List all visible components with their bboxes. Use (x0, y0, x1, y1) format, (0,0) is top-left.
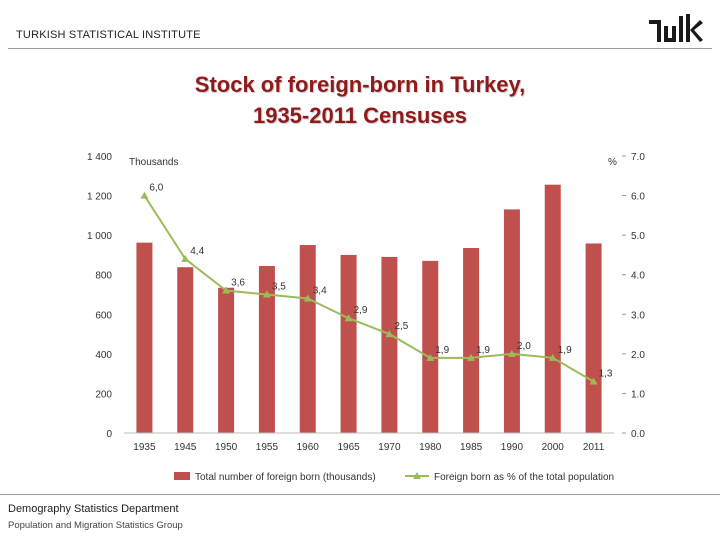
bar (422, 260, 439, 433)
y-right-tick-label: 2.0 (631, 350, 645, 361)
y-right-tick-label: 1.0 (631, 389, 645, 400)
group-name: Population and Migration Statistics Grou… (8, 520, 183, 531)
chart-area: 0 200 400 600 800 1 000 1 200 1 400 0.0 1.0 2.0 3.0… (82, 148, 660, 494)
institute-name: TURKISH STATISTICAL INSTITUTE (16, 29, 201, 41)
data-label: 1,9 (476, 345, 490, 356)
y-right-tick-label: 5.0 (631, 231, 645, 242)
bar (136, 242, 153, 433)
bar (463, 248, 480, 433)
y-right-tick-label: 3.0 (631, 310, 645, 321)
line-marker (181, 254, 190, 262)
x-tick-label: 1935 (133, 442, 156, 453)
x-tick-label: 2011 (583, 442, 605, 453)
bar (585, 243, 602, 433)
data-label: 1,9 (558, 345, 572, 356)
line-marker (385, 330, 394, 338)
data-label: 2,5 (394, 321, 408, 332)
line-marker (262, 290, 271, 298)
line-marker (467, 353, 476, 361)
footer-divider (0, 494, 720, 495)
bar (177, 267, 194, 433)
line-marker (589, 377, 598, 385)
x-tick-label: 1960 (297, 442, 320, 453)
data-label: 1,9 (435, 345, 449, 356)
chart-title-line2: 1935-2011 Censuses (252, 103, 468, 128)
line-marker (507, 349, 516, 357)
y-right-tick-label: 4.0 (631, 271, 645, 282)
y-right-tick-label: 7.0 (631, 152, 645, 163)
bar (258, 266, 275, 433)
data-label: 2,9 (354, 305, 368, 316)
department-name: Demography Statistics Department (8, 503, 179, 515)
x-tick-label: 1950 (215, 442, 238, 453)
bar (544, 184, 561, 433)
bar (503, 209, 520, 433)
data-label: 1,3 (599, 369, 613, 380)
y-left-tick-label: 200 (95, 389, 112, 400)
line-marker (140, 191, 149, 199)
y-left-tick-label: 0 (106, 429, 112, 440)
x-tick-label: 1945 (174, 442, 197, 453)
x-tick-label: 1985 (460, 442, 483, 453)
data-label: 3,4 (313, 285, 327, 296)
bar (340, 254, 357, 433)
data-label: 2,0 (517, 341, 531, 352)
y-left-tick-label: 600 (95, 310, 112, 321)
y-left-tick-label: 1 400 (87, 152, 112, 163)
bar (218, 287, 235, 433)
legend-bar-label: Total number of foreign born (thousands) (195, 472, 376, 483)
legend-bar-swatch (174, 472, 190, 480)
data-label: 3,6 (231, 278, 245, 289)
series-line (143, 195, 595, 383)
x-tick-label: 1955 (256, 442, 279, 453)
line-marker (303, 294, 312, 302)
y-right-axis-title: % (608, 157, 617, 168)
y-right-tick-label: 6.0 (631, 192, 645, 203)
y-left-tick-label: 400 (95, 350, 112, 361)
line-marker (222, 286, 231, 294)
x-tick-label: 1965 (337, 442, 360, 453)
x-tick-label: 2000 (542, 442, 565, 453)
y-right-tick-label: 0.0 (631, 429, 645, 440)
y-left-tick-label: 1 200 (87, 192, 112, 203)
legend-line-marker (413, 472, 421, 479)
y-left-tick-label: 1 000 (87, 231, 112, 242)
chart-title-line1: Stock of foreign-born in Turkey, (194, 72, 526, 97)
line-marker (344, 314, 353, 322)
tuik-logo (649, 14, 703, 42)
data-label: 3,5 (272, 282, 286, 293)
header-divider (8, 48, 712, 49)
bar (299, 245, 316, 433)
y-left-tick-label: 800 (95, 271, 112, 282)
x-tick-label: 1970 (378, 442, 401, 453)
line-marker (548, 353, 557, 361)
data-label: 6,0 (149, 183, 163, 194)
x-tick-label: 1980 (419, 442, 442, 453)
line-marker (426, 353, 435, 361)
y-left-axis-title: Thousands (129, 157, 178, 168)
bar (381, 256, 398, 433)
data-label: 4,4 (190, 246, 204, 257)
legend-line-label: Foreign born as % of the total populatio… (434, 472, 614, 483)
x-tick-label: 1990 (501, 442, 524, 453)
chart-svg: 0 200 400 600 800 1 000 1 200 1 400 0.0 1.0 2.0 3.0… (87, 152, 645, 483)
